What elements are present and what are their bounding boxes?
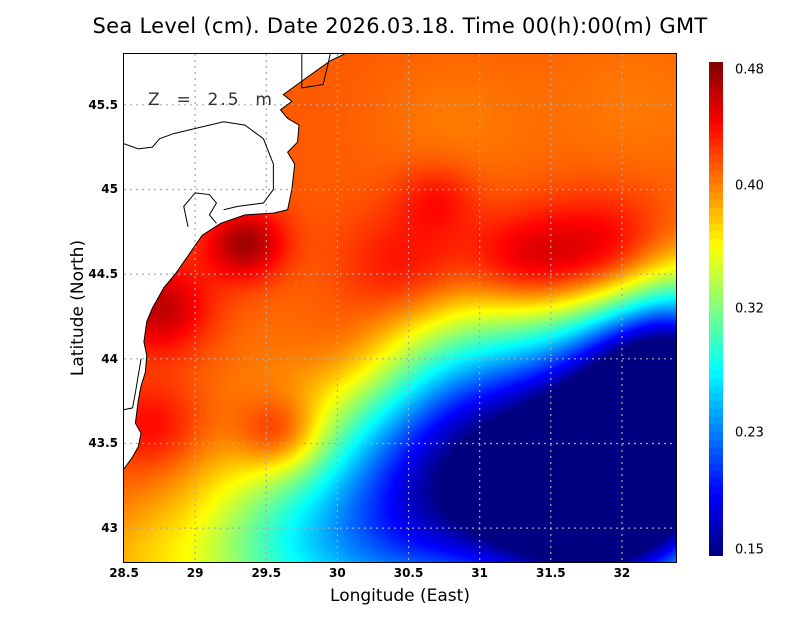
colorbar-tick-label: 0.15 [735,542,764,558]
coastline-line [123,53,345,470]
inland-water-outline [183,192,218,227]
chart-title: Sea Level (cm). Date 2026.03.18. Time 00… [92,14,708,38]
x-tick-label: 31.5 [535,566,566,580]
colorbar-tick-label: 0.23 [735,425,764,440]
y-tick-label: 45.5 [88,97,118,112]
x-tick-label: 28.5 [109,566,139,580]
y-tick-label: 43.5 [88,436,118,451]
x-tick-label: 30 [329,566,346,580]
inland-water-outline [123,358,142,411]
y-axis-title: Latitude (North) [68,239,88,377]
colorbar-tick-label: 0.48 [735,62,764,78]
depth-annotation: Z = 2.5 m [148,90,274,110]
grid-lines [124,54,676,562]
plot-overlay [123,53,676,562]
inland-water-outline [301,53,331,89]
colorbar [709,62,723,556]
x-tick-label: 30.5 [393,566,424,580]
colorbar-tick-label: 0.32 [735,301,764,317]
x-tick-label: 32 [613,566,631,580]
x-tick-label: 29.5 [251,566,282,580]
x-tick-label: 29 [186,566,204,580]
y-tick-label: 43 [101,521,118,536]
x-tick-label: 31 [471,566,489,580]
inland-water-outline [123,121,274,211]
y-tick-label: 44 [101,351,118,366]
y-tick-label: 44.5 [88,267,118,282]
land-area [124,54,345,469]
plot-area [123,53,676,562]
y-tick-label: 45 [101,182,118,197]
x-axis-title: Longitude (East) [330,586,470,606]
colorbar-tick-label: 0.40 [735,178,764,193]
coastline [123,53,345,470]
land-mask [124,54,345,469]
